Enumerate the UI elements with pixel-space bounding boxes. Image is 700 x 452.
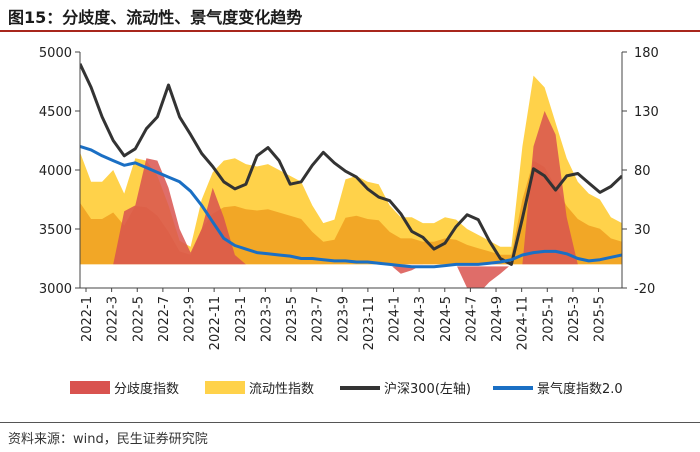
legend-label: 流动性指数 — [249, 382, 314, 397]
x-tick-label: 2025-5 — [593, 296, 608, 342]
x-tick-label: 2023-3 — [259, 296, 274, 342]
x-tick-label: 2024-7 — [464, 296, 479, 342]
x-tick-label: 2022-5 — [131, 296, 146, 342]
x-tick-label: 2022-7 — [157, 296, 172, 342]
line-layer — [80, 63, 622, 269]
right-tick-label: 130 — [634, 105, 659, 120]
x-tick-label: 2024-1 — [388, 296, 403, 342]
right-tick-label: -20 — [634, 282, 655, 297]
x-tick-label: 2024-5 — [439, 296, 454, 342]
x-tick-label: 2025-1 — [541, 296, 556, 342]
left-tick-label: 4500 — [39, 105, 72, 120]
title-divider — [0, 30, 700, 32]
legend-label: 景气度指数2.0 — [537, 381, 623, 397]
legend-label: 分歧度指数 — [114, 381, 179, 397]
left-tick-label: 3500 — [39, 223, 72, 238]
x-tick-label: 2024-9 — [490, 296, 505, 342]
zero-baseline — [80, 264, 622, 267]
x-tick-label: 2024-3 — [413, 296, 428, 342]
legend: 分歧度指数 流动性指数 沪深300(左轴) 景气度指数2.0 — [70, 381, 623, 397]
left-tick-label: 3000 — [39, 282, 72, 297]
left-tick-label: 4000 — [39, 164, 72, 179]
x-tick-label: 2022-1 — [80, 296, 95, 342]
x-tick-label: 2022-3 — [106, 296, 121, 342]
axes-layer: 5000 4500 4000 3500 3000 180 130 80 30 -20 2022-1 2… — [39, 46, 659, 350]
source-divider — [0, 422, 700, 423]
legend-label: 沪深300(左轴) — [384, 381, 471, 397]
right-tick-label: 80 — [634, 164, 651, 179]
x-tick-label: 2023-5 — [285, 296, 300, 342]
legend-swatch — [70, 381, 110, 394]
x-tick-label: 2023-9 — [336, 296, 351, 342]
prosperity-line — [80, 144, 622, 269]
left-tick-label: 5000 — [39, 46, 72, 61]
right-tick-label: 180 — [634, 46, 659, 61]
x-tick-label: 2023-11 — [362, 296, 377, 350]
x-tick-label: 2025-3 — [567, 296, 582, 342]
x-tick-label: 2023-7 — [311, 296, 326, 342]
hs300-line — [80, 63, 622, 266]
x-tick-label: 2023-1 — [234, 296, 249, 342]
source-note: 资料来源：wind，民生证券研究院 — [8, 432, 208, 447]
divergence-area — [80, 111, 622, 288]
area-layer — [80, 75, 622, 288]
x-tick-label: 2024-11 — [516, 296, 531, 350]
chart-title: 图15：分歧度、流动性、景气度变化趋势 — [8, 8, 303, 27]
x-tick-label: 2022-11 — [208, 296, 223, 350]
x-tick-label: 2022-9 — [183, 296, 198, 342]
legend-swatch — [205, 381, 245, 394]
right-tick-label: 30 — [634, 223, 651, 238]
